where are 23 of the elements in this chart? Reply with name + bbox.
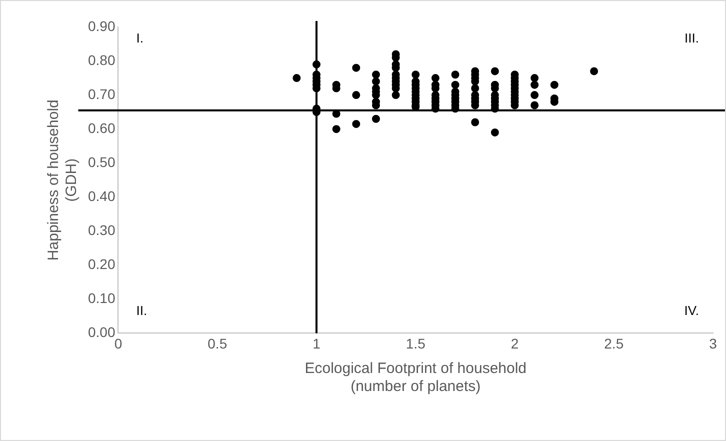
x-axis-title: Ecological Footprint of household (number of planets) <box>304 360 527 396</box>
y-tick-label: 0.20 <box>88 256 116 272</box>
x-tick-label: 0.5 <box>208 335 228 352</box>
annotation: I. <box>136 30 144 46</box>
annotation: III. <box>684 30 699 46</box>
y-tick-label: 0.50 <box>88 154 116 170</box>
y-tick-label: 0.40 <box>88 188 116 204</box>
x-tick-label: 2.5 <box>604 335 624 352</box>
y-tick-label: 0.80 <box>88 52 116 68</box>
y-tick-label: 0.10 <box>88 290 116 306</box>
y-tick-label: 0.60 <box>88 120 116 136</box>
y-tick-label: 0.90 <box>88 18 116 34</box>
x-tick-label: 1 <box>312 335 321 352</box>
y-axis-title: Happiness of household (GDH) <box>45 100 80 261</box>
y-tick-label: 0.30 <box>88 222 116 238</box>
x-tick-label: 3 <box>709 335 718 352</box>
annotation: II. <box>136 302 148 318</box>
x-tick-label: 2 <box>510 335 519 352</box>
x-tick-label: 0 <box>114 335 122 352</box>
x-tick-label: 1.5 <box>406 335 426 352</box>
y-tick-label: 0.00 <box>88 324 116 340</box>
annotation: IV. <box>684 302 699 318</box>
y-tick-label: 0.70 <box>88 86 116 102</box>
